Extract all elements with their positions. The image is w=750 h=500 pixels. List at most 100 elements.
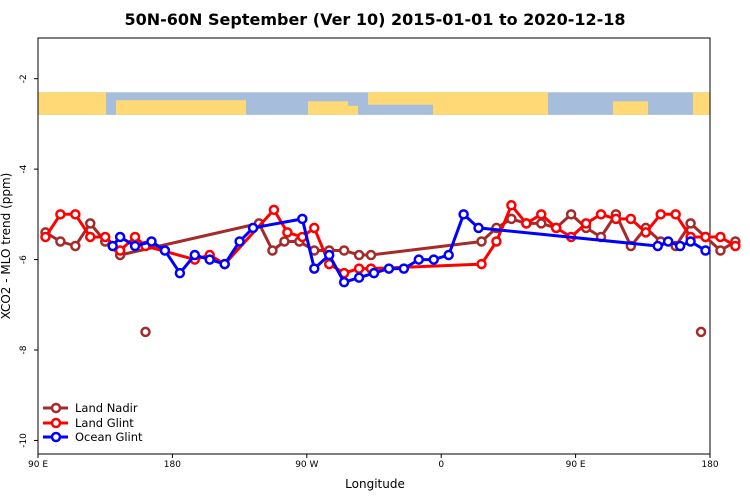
data-point-land-glint (580, 218, 592, 229)
data-point-land-nadir (70, 240, 81, 252)
data-point-ocean-glint (443, 249, 454, 261)
x-axis-label: Longitude (345, 477, 405, 491)
data-point-land-nadir (476, 236, 487, 247)
data-point-land-glint (610, 213, 622, 225)
x-tick-label: 90 E (28, 460, 48, 470)
data-point-ocean-glint (309, 263, 320, 274)
data-point-land-glint (595, 209, 607, 220)
data-point-land-glint (730, 240, 741, 252)
legend-marker-land-nadir (50, 402, 62, 414)
legend-item-ocean-glint: Ocean Glint (43, 430, 143, 444)
y-axis: -2 -4 -6 -8 -10 (19, 74, 38, 448)
map-land-patch-6 (693, 92, 710, 115)
data-point-land-glint (715, 231, 726, 243)
y-tick-label: -2 (19, 74, 29, 83)
map-land-patch-3 (368, 92, 438, 105)
data-point-land-glint (491, 236, 502, 247)
series-land-glint (40, 200, 741, 279)
map-band-land (38, 92, 710, 115)
data-point-land-nadir (279, 236, 290, 247)
data-point-ocean-glint (323, 249, 335, 261)
data-point-land-glint (129, 231, 141, 243)
legend-item-land-glint: Land Glint (43, 416, 134, 430)
data-point-land-glint (625, 213, 637, 225)
data-point-land-glint (55, 209, 66, 220)
data-point-ocean-glint (146, 236, 157, 247)
plot-frame (37, 37, 711, 455)
legend-marker-ocean-glint (50, 431, 62, 443)
data-point-ocean-glint (297, 213, 308, 225)
map-land-patch-0 (38, 92, 106, 115)
chart-title: 50N-60N September (Ver 10) 2015-01-01 to… (124, 10, 625, 29)
data-point-ocean-glint (338, 276, 350, 288)
data-point-land-glint (536, 209, 547, 220)
legend-label-land-glint: Land Glint (75, 416, 134, 430)
data-point-ocean-glint (383, 263, 395, 274)
data-point-land-nadir (536, 218, 547, 229)
series-line-ocean-glint (111, 212, 707, 284)
map-band (38, 92, 710, 115)
data-point-ocean-glint (413, 254, 425, 265)
data-point-ocean-glint (700, 245, 711, 256)
data-point-land-glint (99, 231, 111, 243)
data-point-land-glint (476, 258, 487, 270)
data-point-land-glint (700, 231, 711, 243)
data-point-ocean-glint (247, 222, 259, 234)
outlier-point-land-nadir (140, 326, 151, 338)
series-layer (40, 200, 741, 338)
y-axis-label: XCO2 - MLO trend (ppm) (0, 173, 13, 320)
data-point-land-glint (40, 231, 51, 243)
x-tick-label: 0 (438, 460, 444, 470)
legend: Land Nadir Land Glint Ocean Glint (43, 401, 143, 444)
map-land-patch-5 (613, 101, 648, 115)
data-point-land-nadir (685, 218, 696, 229)
map-land-patch-1 (116, 100, 246, 115)
data-point-ocean-glint (234, 236, 245, 247)
data-point-land-nadir (55, 236, 66, 247)
series-ocean-glint (107, 209, 711, 288)
data-point-land-nadir (365, 249, 377, 261)
data-point-land-glint (655, 209, 666, 220)
y-tick-label: -10 (19, 433, 29, 448)
data-point-land-glint (506, 200, 517, 211)
x-tick-label: 180 (164, 460, 181, 470)
data-point-ocean-glint (189, 249, 201, 261)
data-point-land-glint (70, 209, 81, 220)
data-point-ocean-glint (353, 272, 365, 283)
data-point-ocean-glint (662, 236, 674, 247)
data-point-land-glint (309, 222, 320, 234)
data-point-ocean-glint (114, 231, 126, 243)
data-point-land-glint (353, 263, 365, 274)
x-axis: 90 E 180 90 W 0 90 E 180 (28, 454, 719, 470)
data-point-land-nadir (353, 249, 365, 261)
y-tick-label: -6 (19, 255, 29, 264)
data-point-ocean-glint (368, 267, 380, 279)
data-point-land-glint (521, 218, 532, 229)
data-point-ocean-glint (398, 263, 410, 274)
x-tick-label: 180 (701, 460, 718, 470)
y-tick-label: -8 (19, 345, 29, 354)
data-point-land-glint (114, 245, 126, 256)
outlier-point-land-nadir (695, 326, 707, 338)
data-point-land-glint (670, 209, 681, 220)
data-point-ocean-glint (159, 245, 171, 256)
y-tick-label: -4 (19, 164, 29, 173)
legend-label-land-nadir: Land Nadir (75, 401, 138, 415)
data-point-land-glint (268, 204, 280, 216)
data-point-ocean-glint (107, 240, 118, 252)
x-tick-label: 90 W (295, 460, 318, 470)
data-point-land-glint (640, 227, 652, 238)
data-point-ocean-glint (458, 209, 469, 220)
x-tick-label: 90 E (566, 460, 586, 470)
data-point-land-nadir (267, 245, 278, 256)
legend-label-ocean-glint: Ocean Glint (75, 430, 143, 444)
data-point-ocean-glint (685, 236, 696, 247)
map-land-patch-7 (338, 105, 358, 115)
data-point-ocean-glint (204, 254, 215, 265)
data-point-land-nadir (338, 245, 350, 256)
data-point-land-glint (550, 222, 562, 234)
data-point-ocean-glint (428, 254, 439, 265)
data-point-ocean-glint (652, 240, 663, 252)
data-point-ocean-glint (674, 240, 686, 252)
